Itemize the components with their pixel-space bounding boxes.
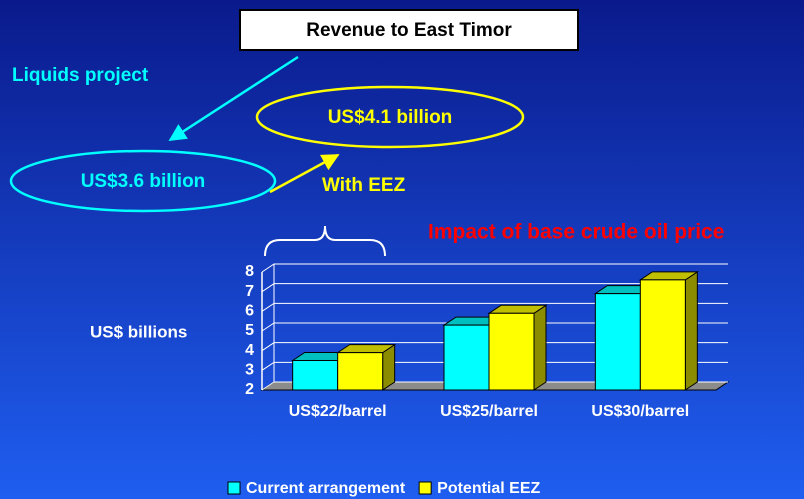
bar	[639, 279, 686, 391]
arrow	[168, 55, 299, 142]
y-tick-label: 8	[245, 263, 254, 280]
y-tick-label: 4	[245, 342, 254, 359]
bar	[292, 360, 339, 391]
bar	[594, 293, 641, 391]
eez-value: US$4.1 billion	[328, 107, 453, 128]
grid-line	[261, 381, 728, 391]
y-tick-label: 5	[245, 322, 254, 339]
legend-swatch	[227, 481, 241, 495]
legend-swatch	[418, 481, 432, 495]
ellipse	[255, 85, 525, 149]
chart-title: Impact of base crude oil price	[428, 221, 724, 244]
grid-line	[261, 342, 728, 352]
bar	[443, 324, 490, 391]
y-tick-label: 2	[245, 381, 254, 398]
grid-line	[261, 283, 728, 293]
bar	[488, 312, 535, 391]
brace	[264, 225, 386, 257]
y-axis-label: US$ billions	[90, 322, 187, 341]
legend-label: Potential EEZ	[437, 480, 540, 497]
liquids-label: Liquids project	[12, 65, 149, 86]
y-tick-label: 7	[245, 283, 254, 300]
bar	[337, 352, 384, 391]
x-tick-label: US$30/barrel	[591, 403, 689, 420]
arrow	[269, 153, 340, 194]
heading: Revenue to East Timor	[306, 20, 512, 41]
bar-side	[533, 304, 547, 391]
liquids-value: US$3.6 billion	[81, 171, 206, 192]
y-tick-label: 3	[245, 362, 254, 379]
grid-line	[261, 322, 728, 332]
bar-side	[684, 270, 698, 391]
eez-label: With EEZ	[322, 175, 406, 196]
grid-line	[261, 361, 728, 371]
grid-line	[261, 302, 728, 312]
x-tick-label: US$25/barrel	[440, 403, 538, 420]
ellipse	[9, 149, 277, 213]
grid-line	[261, 263, 728, 273]
legend-label: Current arrangement	[246, 480, 406, 497]
heading-box	[239, 9, 579, 51]
x-tick-label: US$22/barrel	[289, 403, 387, 420]
y-tick-label: 6	[245, 303, 254, 320]
